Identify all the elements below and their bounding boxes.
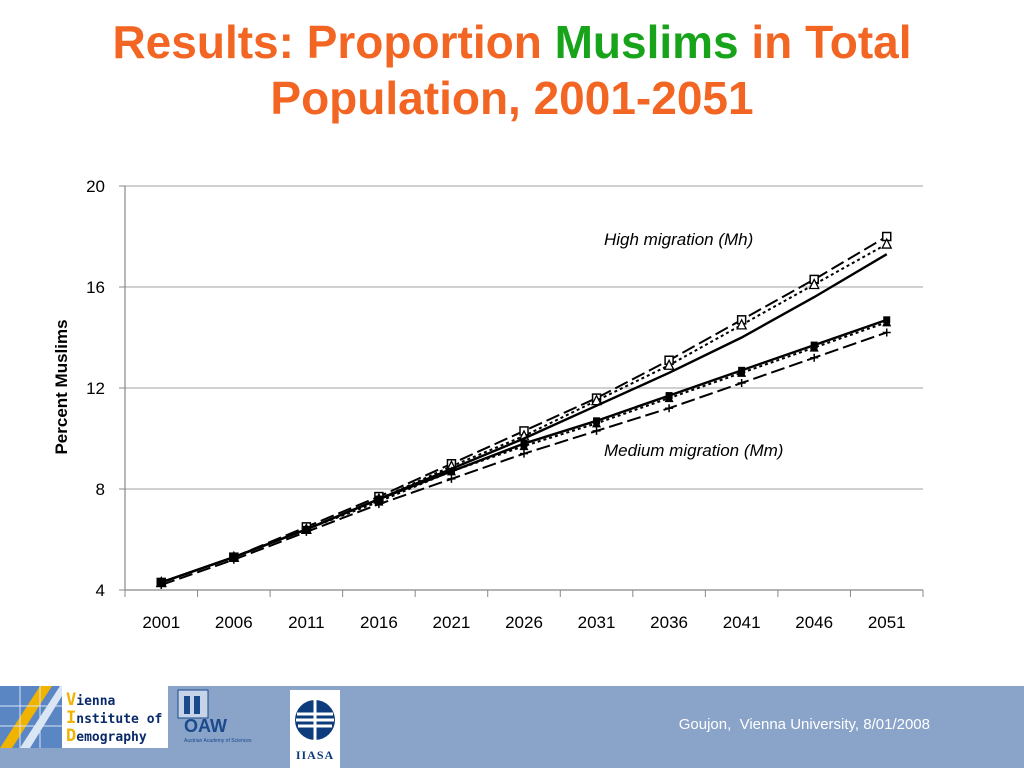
tick-labels: 4 8 12 16 20 2001 2006 2011 2016 2021 2026 2031 2036… (86, 177, 906, 632)
data-point (302, 527, 311, 536)
series-line (160, 235, 888, 584)
x-tick-label: 2011 (288, 613, 325, 632)
x-tick-label: 2051 (868, 613, 906, 632)
data-point (374, 500, 383, 509)
x-tick-label: 2006 (215, 613, 253, 632)
x-tick-label: 2016 (360, 613, 398, 632)
y-tick-label: 16 (86, 278, 105, 297)
y-tick-label: 8 (96, 480, 105, 499)
series-layer (155, 231, 893, 589)
oaw-logo-text: OAW (184, 716, 227, 736)
annotation-medium-migration: Medium migration (Mm) (604, 441, 783, 460)
data-point (519, 441, 529, 451)
footer-credit: Goujon, Vienna University, 8/01/2008 (678, 716, 930, 733)
slide-title: Results: Proportion Muslims in Total Pop… (0, 14, 1024, 126)
data-point (592, 418, 602, 428)
x-tick-label: 2046 (795, 613, 833, 632)
axes (119, 185, 924, 597)
data-point (663, 358, 675, 370)
data-point (446, 466, 456, 476)
y-tick-label: 4 (96, 581, 105, 600)
series-3 (160, 253, 888, 584)
data-point (881, 237, 893, 249)
series-1 (156, 231, 892, 588)
vid-logo-graphic (0, 686, 168, 748)
data-point (665, 404, 674, 413)
x-tick-label: 2041 (723, 613, 761, 632)
x-tick-label: 2026 (505, 613, 543, 632)
series-6 (157, 328, 891, 589)
y-tick-label: 12 (86, 379, 105, 398)
iiasa-logo-text: IIASA (295, 748, 335, 762)
x-tick-label: 2021 (433, 613, 471, 632)
data-point (737, 367, 747, 377)
data-point (882, 317, 892, 327)
grid-lines (125, 185, 923, 490)
data-point (447, 474, 456, 483)
series-line (160, 321, 888, 584)
title-highlight: Muslims (554, 16, 739, 68)
data-point (808, 278, 820, 290)
x-tick-label: 2031 (578, 613, 616, 632)
title-part1: Results: Proportion (112, 16, 555, 68)
data-point (810, 353, 819, 362)
annotation-high-migration: High migration (Mh) (604, 230, 753, 249)
x-tick-label: 2001 (142, 613, 180, 632)
data-point (520, 449, 528, 458)
oaw-logo-graphic (177, 689, 209, 719)
data-point (882, 328, 891, 337)
data-point (737, 378, 746, 387)
data-point (809, 342, 819, 352)
x-tick-label: 2036 (650, 613, 688, 632)
series-2 (155, 237, 893, 588)
y-tick-label: 20 (86, 177, 105, 196)
series-line (160, 253, 888, 584)
data-point (592, 426, 601, 435)
footer-bar: Vienna Institute of Demography OAW Austr… (0, 686, 1024, 768)
title-line2: Population, 2001-2051 (270, 72, 754, 124)
vid-logo-text: Vienna Institute of Demography (66, 690, 163, 746)
title-part2: in Total (738, 16, 912, 68)
data-point (229, 555, 238, 564)
data-point (664, 393, 674, 403)
iiasa-logo-graphic (290, 690, 340, 768)
series-line (160, 243, 888, 584)
data-point (736, 318, 748, 330)
data-point (157, 580, 166, 589)
oaw-logo-subtext: Austrian Academy of Sciences (184, 738, 252, 744)
line-chart: 4 8 12 16 20 2001 2006 2011 2016 2021 2026 2031 2036… (52, 177, 924, 632)
y-axis-label: Percent Muslims (52, 319, 71, 454)
